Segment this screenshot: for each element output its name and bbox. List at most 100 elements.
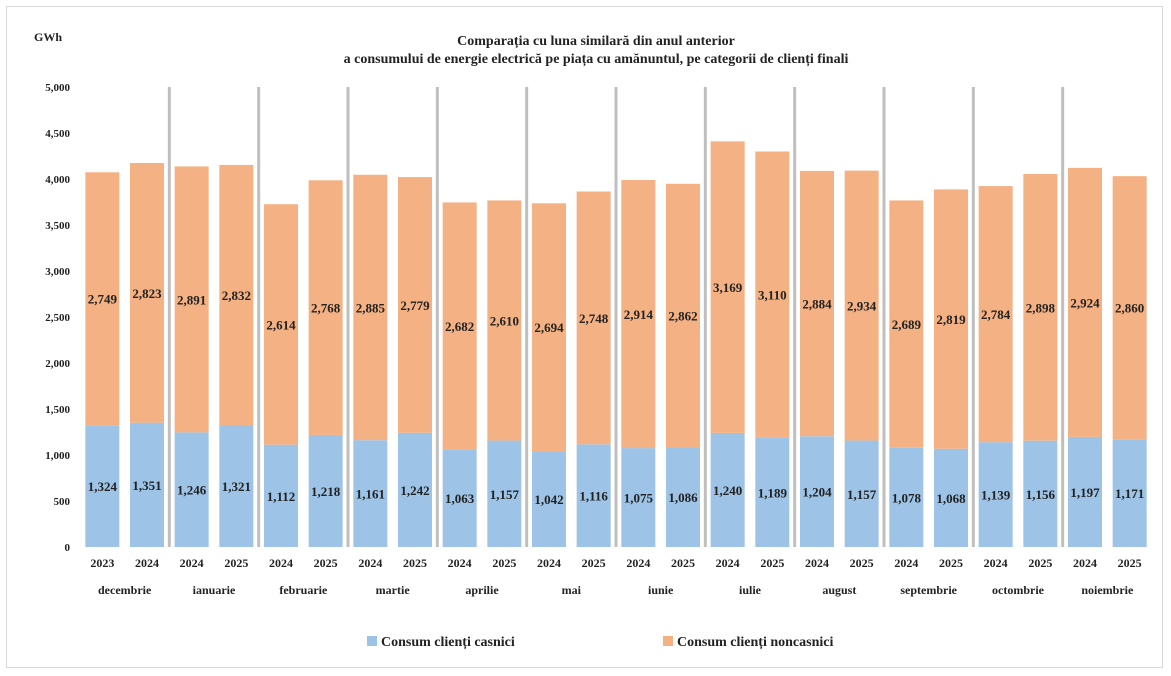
bar-segment-noncasnici xyxy=(487,200,522,441)
bar-segment-noncasnici xyxy=(174,166,209,433)
x-tick-year-label: 2025 xyxy=(760,556,784,570)
x-tick-year-label: 2025 xyxy=(403,556,427,570)
x-tick-year-label: 2025 xyxy=(224,556,248,570)
x-tick-year-label: 2024 xyxy=(537,556,561,570)
data-label-casnici: 1,157 xyxy=(847,487,877,502)
data-label-casnici: 1,157 xyxy=(490,487,520,502)
bar-segment-casnici xyxy=(889,447,924,547)
bar-segment-noncasnici xyxy=(398,177,432,433)
y-tick-label: 4,000 xyxy=(45,174,70,186)
bar-segment-casnici xyxy=(532,451,566,547)
data-label-casnici: 1,075 xyxy=(624,491,654,506)
bar-segment-noncasnici xyxy=(666,183,700,448)
bar-segment-noncasnici xyxy=(353,174,388,441)
bar-segment-noncasnici xyxy=(755,151,790,438)
y-tick-label: 2,000 xyxy=(45,358,70,370)
bar-segment-noncasnici xyxy=(934,189,968,449)
x-tick-year-label: 2023 xyxy=(90,556,114,570)
bar-segment-noncasnici xyxy=(532,203,566,452)
x-group-month-label: ianuarie xyxy=(193,583,236,597)
legend-swatch xyxy=(367,636,377,646)
bar-segment-noncasnici xyxy=(710,141,745,433)
y-tick-label: 3,500 xyxy=(45,220,70,232)
x-tick-year-label: 2025 xyxy=(314,556,338,570)
x-tick-year-label: 2024 xyxy=(894,556,918,570)
data-label-noncasnici: 2,614 xyxy=(266,317,296,332)
bar-segment-noncasnici xyxy=(219,164,254,426)
data-label-casnici: 1,189 xyxy=(758,485,788,500)
data-label-noncasnici: 2,694 xyxy=(534,320,564,335)
data-labels: 1,324 2,749 1,351 2,823 1,246 2,891 1,321 2,832… xyxy=(88,280,1145,507)
x-group-month-label: octombrie xyxy=(992,583,1045,597)
bar-segment-casnici xyxy=(1112,439,1147,547)
data-label-noncasnici: 2,748 xyxy=(579,311,609,326)
x-axis-labels: 2023 2024 decembrie 2024 2025 ianuarie 2024 202… xyxy=(90,556,1141,597)
y-tick-label: 1,000 xyxy=(45,450,70,462)
bar-segment-noncasnici xyxy=(308,180,343,435)
legend-label: Consum clienți noncasnici xyxy=(677,635,833,650)
x-tick-year-label: 2024 xyxy=(180,556,204,570)
data-label-casnici: 1,242 xyxy=(400,483,429,498)
x-group-month-label: iunie xyxy=(648,583,674,597)
legend-swatch xyxy=(663,636,673,646)
x-group-month-label: noiembrie xyxy=(1081,583,1134,597)
x-tick-year-label: 2025 xyxy=(671,556,695,570)
data-label-casnici: 1,156 xyxy=(1026,487,1056,502)
data-label-noncasnici: 2,934 xyxy=(847,299,877,314)
data-label-noncasnici: 2,749 xyxy=(88,292,118,307)
bar-segment-noncasnici xyxy=(978,186,1013,443)
x-tick-year-label: 2024 xyxy=(1073,556,1097,570)
data-label-noncasnici: 2,823 xyxy=(132,286,162,301)
chart-title-line2: a consumului de energie electrică pe pia… xyxy=(344,52,849,67)
x-tick-year-label: 2025 xyxy=(582,556,606,570)
bar-segment-casnici xyxy=(442,449,477,547)
data-label-noncasnici: 2,682 xyxy=(445,319,474,334)
legend-label: Consum clienți casnici xyxy=(381,635,515,650)
data-label-noncasnici: 2,779 xyxy=(400,298,430,313)
data-label-casnici: 1,086 xyxy=(668,490,698,505)
bar-segment-casnici xyxy=(264,444,298,547)
data-label-casnici: 1,139 xyxy=(981,488,1011,503)
data-label-noncasnici: 2,914 xyxy=(624,307,654,322)
data-label-noncasnici: 2,784 xyxy=(981,307,1011,322)
x-tick-year-label: 2025 xyxy=(1118,556,1142,570)
y-axis-unit-label: GWh xyxy=(34,30,62,44)
bar-segment-casnici xyxy=(308,434,343,547)
bar-segment-casnici xyxy=(666,447,700,547)
x-tick-year-label: 2024 xyxy=(626,556,650,570)
y-axis-ticks: 0 500 1,000 1,500 2,000 2,500 3,000 3,500 4,000 4… xyxy=(45,82,70,554)
data-label-noncasnici: 2,860 xyxy=(1115,301,1144,316)
bar-segment-casnici xyxy=(174,432,209,547)
bar-segment-noncasnici xyxy=(1068,167,1102,437)
chart-title-line1: Comparația cu luna similară din anul ant… xyxy=(457,34,735,49)
data-label-casnici: 1,351 xyxy=(132,478,161,493)
data-label-casnici: 1,116 xyxy=(579,489,608,504)
y-tick-label: 1,500 xyxy=(45,404,70,416)
bar-segment-casnici xyxy=(621,448,656,547)
bar-segment-casnici xyxy=(487,440,522,547)
data-label-noncasnici: 2,924 xyxy=(1070,295,1100,310)
data-label-casnici: 1,204 xyxy=(802,485,832,500)
y-tick-label: 500 xyxy=(54,496,71,508)
y-tick-label: 2,500 xyxy=(45,312,70,324)
data-label-noncasnici: 2,884 xyxy=(802,297,832,312)
x-group-month-label: septembrie xyxy=(900,583,957,597)
data-label-casnici: 1,063 xyxy=(445,491,475,506)
data-label-casnici: 1,246 xyxy=(177,483,207,498)
legend: Consum clienți casnici Consum clienți non… xyxy=(367,635,833,650)
data-label-casnici: 1,218 xyxy=(311,484,341,499)
x-tick-year-label: 2024 xyxy=(269,556,293,570)
bar-segment-noncasnici xyxy=(621,180,656,449)
data-label-noncasnici: 2,862 xyxy=(668,308,697,323)
x-tick-year-label: 2025 xyxy=(850,556,874,570)
data-label-casnici: 1,197 xyxy=(1070,485,1100,500)
data-label-casnici: 1,042 xyxy=(534,492,563,507)
bar-segment-casnici xyxy=(85,425,120,547)
y-tick-label: 0 xyxy=(65,542,71,554)
x-tick-year-label: 2024 xyxy=(358,556,382,570)
data-label-casnici: 1,324 xyxy=(88,479,118,494)
x-tick-year-label: 2024 xyxy=(805,556,829,570)
data-label-casnici: 1,078 xyxy=(892,490,922,505)
bar-segment-noncasnici xyxy=(130,162,164,423)
